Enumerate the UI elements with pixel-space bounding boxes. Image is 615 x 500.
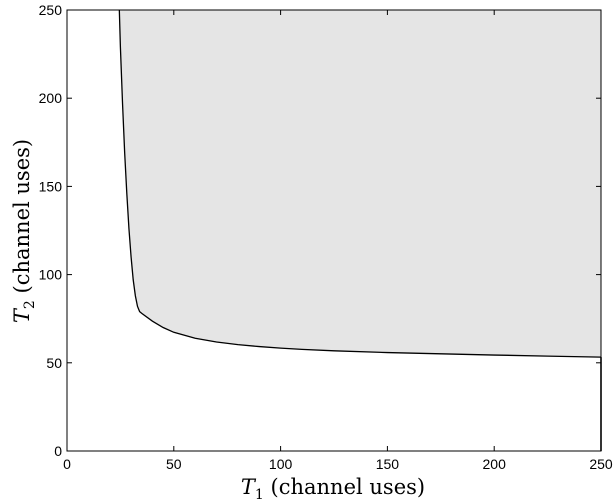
x-tick-label: 250 <box>589 456 613 472</box>
y-tick-label: 200 <box>39 90 63 106</box>
y-tick-label: 0 <box>54 443 62 459</box>
y-tick-label: 250 <box>39 2 63 18</box>
shaded-region <box>119 10 601 358</box>
axis-subscript: 2 <box>22 300 38 309</box>
y-tick-label: 150 <box>39 178 63 194</box>
x-tick-label: 0 <box>63 456 71 472</box>
y-axis-title: T2 (channel uses) <box>10 139 38 323</box>
plot-frame <box>66 9 602 452</box>
x-tick-label: 150 <box>376 456 400 472</box>
boundary-curve <box>118 9 602 358</box>
x-axis-title: T1 (channel uses) <box>241 475 425 500</box>
x-tick-label: 100 <box>269 456 293 472</box>
x-tick-label: 50 <box>166 456 182 472</box>
y-tick-label: 100 <box>39 267 63 283</box>
axis-symbol: T <box>241 475 257 499</box>
x-tick-label: 200 <box>483 456 507 472</box>
axis-subscript: 1 <box>255 487 264 500</box>
y-tick-label: 50 <box>46 355 62 371</box>
axis-unit-text: (channel uses) <box>264 475 425 499</box>
axis-symbol: T <box>10 307 34 323</box>
axis-unit-text: (channel uses) <box>10 139 34 300</box>
